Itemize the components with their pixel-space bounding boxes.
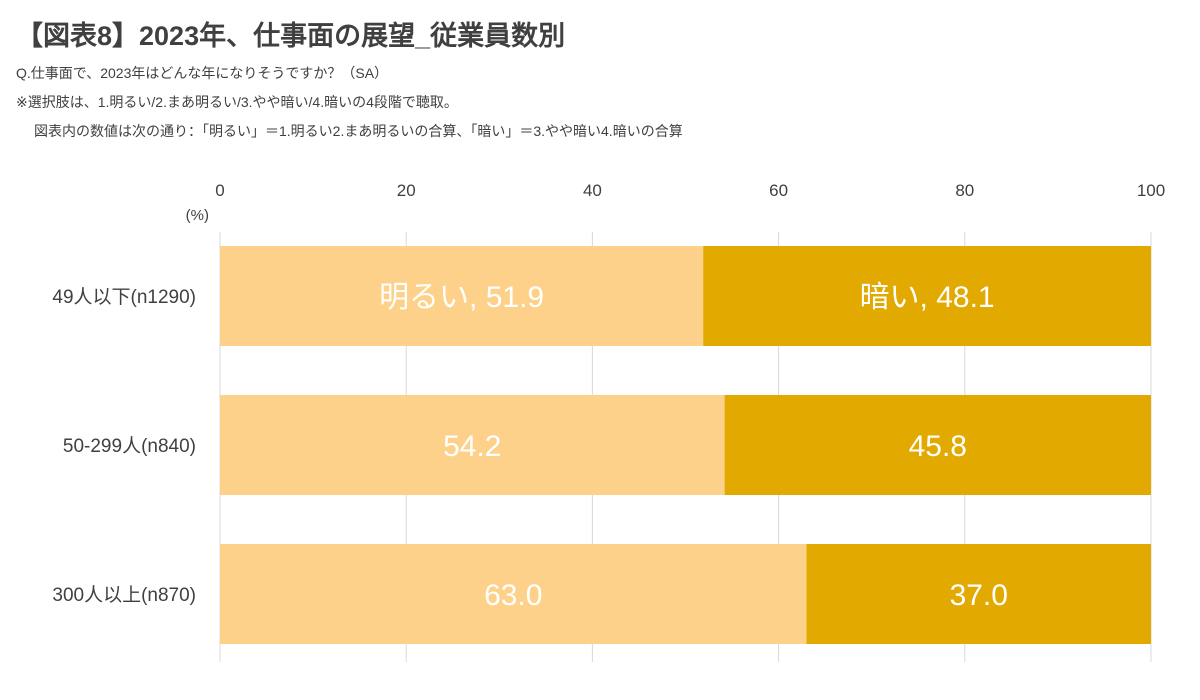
x-tick-label: 100 [1137,181,1165,200]
x-tick-label: 0 [215,181,224,200]
bar-bright [220,544,807,644]
category-label: 300人以上(n870) [52,584,196,606]
data-label: 37.0 [950,579,1008,612]
bar-dark [806,544,1151,644]
data-label: 明るい, 51.9 [379,281,544,314]
x-tick-label: 20 [397,181,416,200]
bar-dark [724,395,1151,495]
x-tick-label: 40 [583,181,602,200]
data-label: 54.2 [443,430,501,463]
data-label: 45.8 [909,430,967,463]
note-line-2: 図表内の数値は次の通り：「明るい」＝1.明るい2.まあ明るいの合算、「暗い」＝3… [34,123,683,139]
chart-title: 【図表8】2023年、仕事面の展望_従業員数別 [16,21,566,51]
category-label: 49人以下(n1290) [52,286,196,308]
note-line-1: ※選択肢は、1.明るい/2.まあ明るい/3.やや暗い/4.暗いの4段階で聴取。 [16,94,458,110]
unit-label: (%) [186,207,209,224]
data-label: 暗い, 48.1 [860,281,995,314]
bar-dark [703,246,1151,346]
category-label: 50-299人(n840) [63,435,196,457]
question-text: Q.仕事面で、2023年はどんな年になりそうですか？（SA） [16,65,389,81]
x-tick-label: 60 [769,181,788,200]
bar-bright [220,395,725,495]
bar-bright [220,246,704,346]
data-label: 63.0 [484,579,542,612]
x-tick-label: 80 [955,181,974,200]
